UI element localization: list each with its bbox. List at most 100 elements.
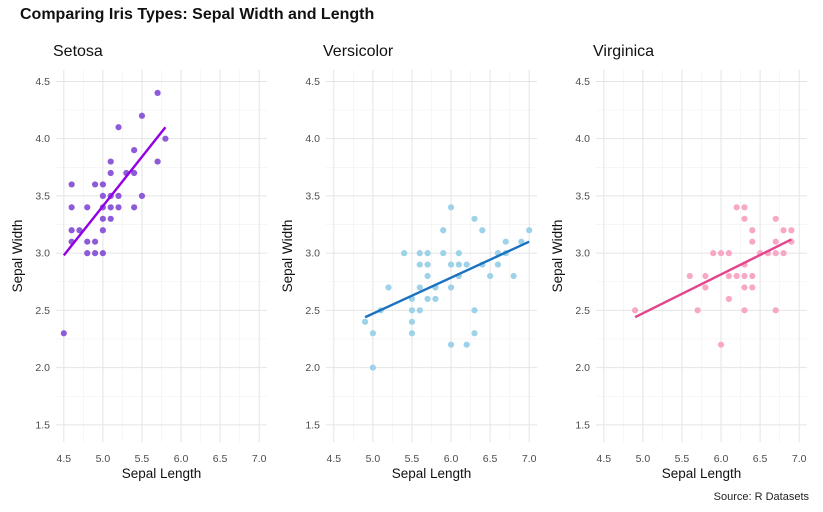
data-point — [702, 272, 709, 280]
data-point — [717, 250, 725, 257]
data-point — [471, 330, 478, 337]
data-point — [463, 341, 470, 348]
y-tick-label: 2.0 — [575, 362, 590, 374]
data-point — [107, 204, 114, 211]
x-tick-label: 5.5 — [405, 453, 420, 465]
data-point — [749, 227, 756, 234]
data-point — [772, 238, 779, 245]
facet-panel-setosa: 4.5 5.0 5.5 6.0 6.5 7.0 1.5 2.0 2.5 3.0 3.5 4.0 4.5 S… — [10, 43, 267, 481]
data-point — [115, 192, 122, 200]
data-point — [416, 261, 423, 268]
data-point — [131, 204, 138, 211]
data-point — [385, 284, 392, 291]
x-axis-label: Sepal Length — [392, 466, 472, 481]
source-caption: Source: R Datasets — [713, 491, 809, 503]
data-point — [440, 227, 447, 234]
trend-line — [634, 238, 792, 319]
y-tick-label: 4.0 — [575, 133, 590, 145]
data-point — [463, 261, 470, 268]
data-point — [502, 238, 509, 245]
data-point — [733, 204, 740, 211]
data-point — [68, 227, 75, 234]
data-point — [84, 238, 91, 245]
data-point — [91, 250, 99, 257]
data-point — [99, 215, 106, 222]
data-point — [447, 204, 455, 211]
data-point — [424, 295, 431, 303]
data-point — [772, 250, 779, 257]
x-tick-label: 4.5 — [57, 453, 72, 465]
x-tick-label: 7.0 — [792, 453, 807, 465]
data-point — [741, 272, 748, 280]
data-point — [725, 272, 732, 280]
data-point — [416, 307, 423, 314]
data-point — [741, 204, 748, 211]
y-tick-label: 3.5 — [35, 190, 50, 202]
data-point — [99, 192, 106, 200]
x-tick-label: 5.0 — [636, 453, 651, 465]
data-point — [361, 318, 369, 325]
data-point — [741, 215, 748, 222]
y-tick-label: 4.5 — [35, 76, 50, 88]
trend-line — [62, 126, 167, 257]
y-tick-label: 3.0 — [575, 248, 590, 260]
y-tick-label: 1.5 — [305, 419, 320, 431]
y-tick-label: 4.5 — [305, 76, 320, 88]
x-tick-label: 6.0 — [174, 453, 189, 465]
x-tick-label: 7.0 — [522, 453, 537, 465]
data-point — [138, 112, 146, 119]
data-point — [369, 364, 376, 371]
data-point — [424, 261, 431, 268]
data-point — [432, 295, 439, 303]
data-point — [154, 89, 161, 96]
data-point — [115, 124, 122, 131]
y-axis-label: Sepal Width — [280, 220, 295, 293]
data-point — [494, 261, 502, 268]
y-tick-label: 4.0 — [305, 133, 320, 145]
y-tick-label: 3.5 — [575, 190, 590, 202]
y-axis-label: Sepal Width — [10, 220, 25, 293]
data-point — [424, 272, 431, 280]
x-tick-label: 6.5 — [213, 453, 228, 465]
data-point — [702, 284, 709, 291]
data-point — [408, 330, 416, 337]
data-point — [107, 169, 114, 177]
data-point — [408, 318, 416, 325]
data-point — [131, 147, 138, 154]
data-point — [518, 238, 525, 245]
y-tick-label: 4.5 — [575, 76, 590, 88]
x-tick-label: 6.5 — [753, 453, 768, 465]
data-point — [788, 227, 795, 234]
x-tick-label: 6.5 — [483, 453, 498, 465]
x-axis-label: Sepal Length — [122, 466, 202, 481]
chart-title: Comparing Iris Types: Sepal Width and Le… — [20, 6, 375, 23]
data-point — [686, 272, 693, 280]
y-tick-label: 2.0 — [35, 362, 50, 374]
data-point — [749, 284, 756, 291]
facet-panel-virginica: 4.5 5.0 5.5 6.0 6.5 7.0 1.5 2.0 2.5 3.0 3.5 4.0 4.5 V… — [550, 43, 807, 481]
data-point — [68, 181, 75, 188]
data-point — [487, 272, 494, 280]
data-point — [138, 192, 146, 200]
panel-title: Versicolor — [323, 43, 394, 60]
data-point — [424, 250, 431, 257]
data-point — [369, 330, 376, 337]
y-tick-label: 2.5 — [575, 305, 590, 317]
data-point — [408, 307, 416, 314]
data-point — [455, 261, 462, 268]
x-tick-label: 5.0 — [366, 453, 381, 465]
y-tick-label: 3.5 — [305, 190, 320, 202]
data-point — [91, 238, 99, 245]
x-tick-label: 6.0 — [714, 453, 729, 465]
x-tick-label: 5.5 — [675, 453, 690, 465]
data-point — [725, 295, 732, 303]
data-point — [60, 330, 67, 337]
x-tick-label: 5.5 — [135, 453, 150, 465]
data-point — [733, 272, 740, 280]
data-point — [115, 204, 122, 211]
data-point — [717, 341, 725, 348]
data-point — [447, 341, 455, 348]
data-point — [99, 181, 106, 188]
data-point — [725, 250, 732, 257]
